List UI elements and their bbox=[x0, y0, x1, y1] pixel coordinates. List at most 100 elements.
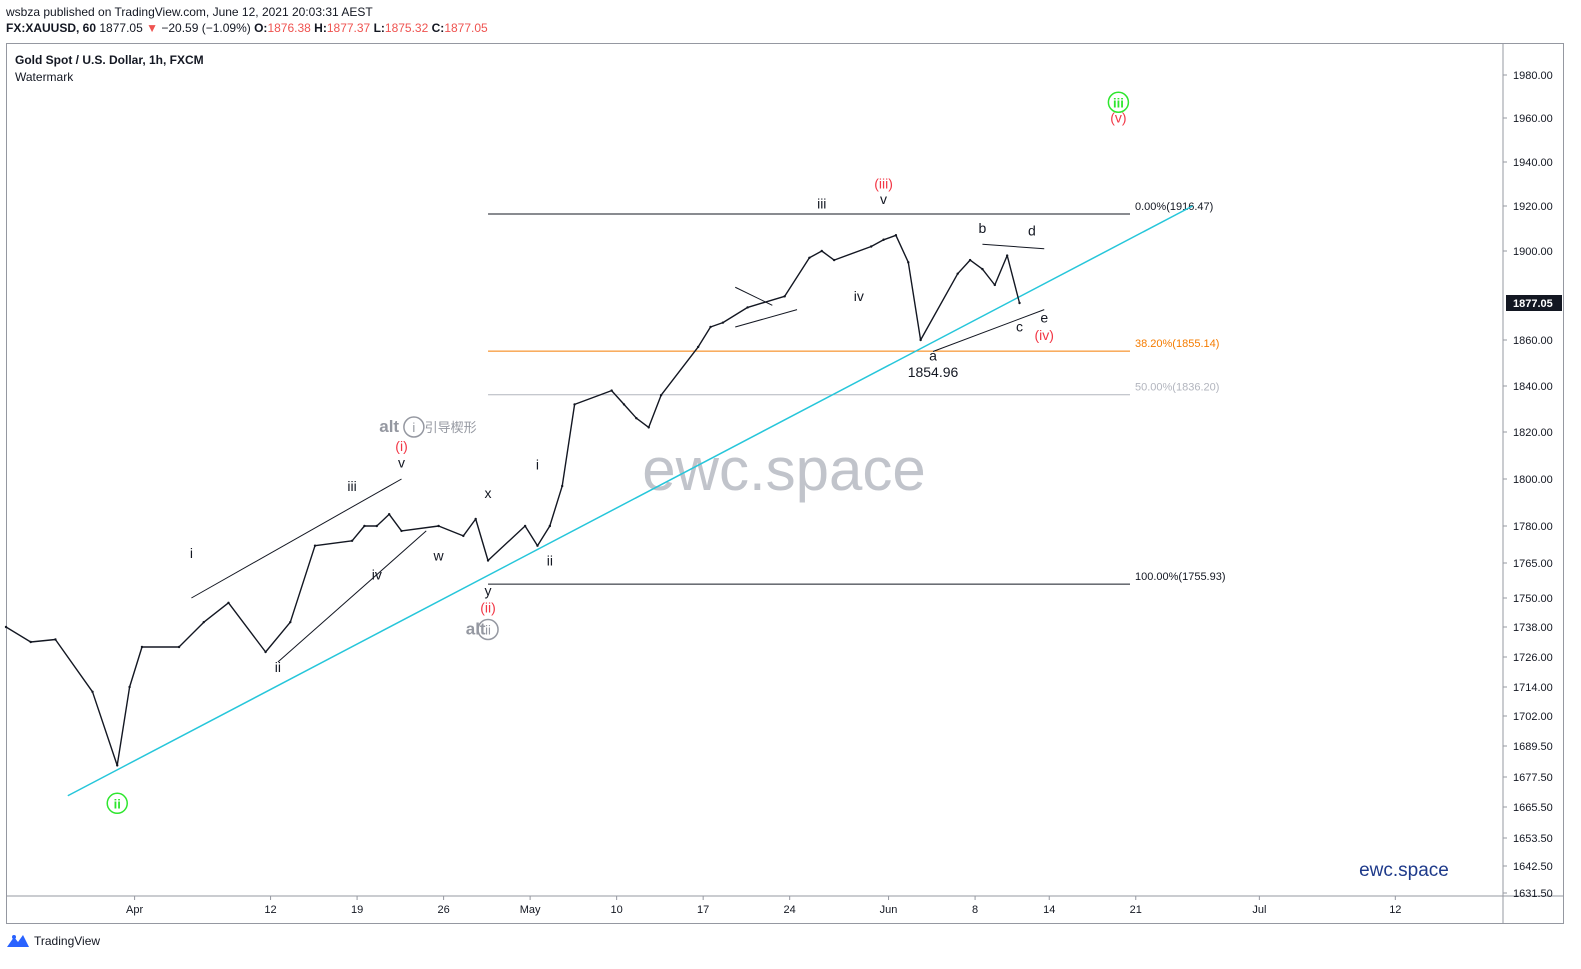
price-point bbox=[128, 685, 131, 689]
x-tick-label: Jul bbox=[1252, 904, 1266, 916]
wave-label: e bbox=[1040, 310, 1048, 326]
y-tick-label: 1738.00 bbox=[1513, 622, 1553, 634]
wave-label: ii bbox=[547, 552, 553, 568]
price-point bbox=[659, 394, 663, 397]
y-tick-label: 1677.50 bbox=[1513, 772, 1553, 784]
chart-frame[interactable] bbox=[6, 43, 1564, 924]
wave-label: i bbox=[536, 457, 539, 473]
wave-label-red: (i) bbox=[395, 438, 407, 454]
y-tick-label: 1980.00 bbox=[1513, 70, 1553, 82]
x-tick-label: 8 bbox=[972, 904, 978, 916]
y-tick-label: 1765.00 bbox=[1513, 558, 1553, 570]
wave-label: v bbox=[880, 191, 887, 207]
wave-label: 1854.96 bbox=[908, 364, 959, 380]
price-point bbox=[4, 625, 8, 629]
x-tick-label: 14 bbox=[1043, 904, 1055, 916]
price-point bbox=[400, 529, 403, 533]
price-point bbox=[870, 245, 873, 248]
y-tick-label: 1750.00 bbox=[1513, 593, 1553, 605]
watermark-text: ewc.space bbox=[642, 436, 925, 503]
symbol: FX:XAUUSD, 60 bbox=[6, 21, 97, 35]
last-price: 1877.05 bbox=[99, 21, 143, 35]
alt-circle-label: i bbox=[412, 420, 415, 435]
price-point bbox=[116, 764, 119, 767]
wave-label: y bbox=[485, 583, 492, 599]
price-point bbox=[561, 484, 564, 488]
price-point bbox=[140, 645, 144, 649]
price-point bbox=[832, 258, 836, 262]
wave-guide-line bbox=[191, 478, 402, 599]
chart-subtitle: Watermark bbox=[15, 70, 74, 84]
wave-label: i bbox=[190, 545, 193, 561]
price-point bbox=[474, 517, 477, 521]
y-tick-label: 1920.00 bbox=[1513, 201, 1553, 213]
price-point bbox=[1005, 254, 1009, 257]
price-point bbox=[227, 601, 230, 605]
price-point bbox=[635, 417, 638, 420]
y-tick-label: 1900.00 bbox=[1513, 246, 1553, 258]
price-point bbox=[573, 403, 576, 406]
wave-guide-line bbox=[735, 286, 773, 306]
wave-label: c bbox=[1016, 318, 1023, 334]
wave-label-red: (v) bbox=[1110, 109, 1126, 125]
wave-label: a bbox=[929, 348, 937, 364]
wave-label: w bbox=[433, 548, 445, 564]
price-point bbox=[202, 620, 205, 624]
price-point bbox=[647, 426, 650, 429]
wave-circle-green bbox=[106, 792, 128, 815]
price-point bbox=[363, 524, 366, 528]
wave-label-green: ii bbox=[114, 796, 121, 811]
x-tick-label: 10 bbox=[611, 904, 623, 916]
price-point bbox=[177, 645, 181, 649]
wave-label: b bbox=[979, 220, 987, 236]
low-value: 1875.32 bbox=[384, 21, 429, 35]
change-value: −20.59 (−1.09%) bbox=[161, 21, 251, 35]
fib-level-label: 38.20%(1855.14) bbox=[1135, 338, 1219, 350]
fib-level-label: 0.00%(1916.47) bbox=[1135, 201, 1213, 213]
brand-corner-label: ewc.space bbox=[1359, 860, 1449, 881]
publisher-line: wsbza published on TradingView.com, June… bbox=[6, 5, 373, 19]
wave-label: ii bbox=[275, 659, 281, 675]
price-point bbox=[894, 234, 898, 237]
price-point bbox=[29, 640, 32, 644]
wave-guide-line bbox=[735, 309, 798, 328]
y-tick-label: 1860.00 bbox=[1513, 335, 1553, 347]
price-point bbox=[919, 338, 922, 342]
y-tick-label: 1714.00 bbox=[1513, 682, 1553, 694]
x-tick-label: 12 bbox=[1389, 904, 1401, 916]
x-tick-label: Jun bbox=[880, 904, 898, 916]
price-point bbox=[486, 559, 490, 562]
alt-circle bbox=[403, 416, 425, 438]
alt-label: alt bbox=[379, 417, 399, 436]
footer: TradingView bbox=[6, 934, 100, 948]
fib-level-label: 100.00%(1755.93) bbox=[1135, 571, 1226, 583]
alt-circle-label: ii bbox=[485, 623, 491, 638]
current-price-tag bbox=[1506, 295, 1562, 311]
price-point bbox=[1018, 301, 1021, 305]
wave-label: iii bbox=[347, 478, 356, 494]
x-tick-label: 19 bbox=[351, 904, 363, 916]
alt-label: alt bbox=[466, 620, 486, 639]
price-point bbox=[54, 638, 57, 641]
wave-label: iii bbox=[817, 195, 826, 211]
price-point bbox=[622, 403, 626, 406]
change-arrow-icon: ▼ bbox=[146, 21, 158, 35]
y-tick-label: 1940.00 bbox=[1513, 157, 1553, 169]
high-value: 1877.37 bbox=[326, 21, 371, 35]
x-tick-label: 17 bbox=[697, 904, 709, 916]
wave-label-green: iii bbox=[1113, 95, 1124, 110]
open-value: 1876.38 bbox=[267, 21, 311, 35]
wave-label-red: (ii) bbox=[480, 600, 496, 616]
price-point bbox=[548, 524, 552, 528]
wave-circle-green bbox=[1107, 91, 1130, 113]
publish-header: wsbza published on TradingView.com, June… bbox=[6, 4, 488, 36]
wave-label: d bbox=[1028, 222, 1036, 238]
price-point bbox=[808, 256, 811, 259]
wave-label-red: (iii) bbox=[874, 175, 893, 191]
y-tick-label: 1726.00 bbox=[1513, 652, 1553, 664]
close-value: 1877.05 bbox=[444, 21, 488, 35]
close-label: C: bbox=[431, 21, 445, 35]
price-point bbox=[721, 321, 725, 324]
x-tick-label: 21 bbox=[1130, 904, 1142, 916]
